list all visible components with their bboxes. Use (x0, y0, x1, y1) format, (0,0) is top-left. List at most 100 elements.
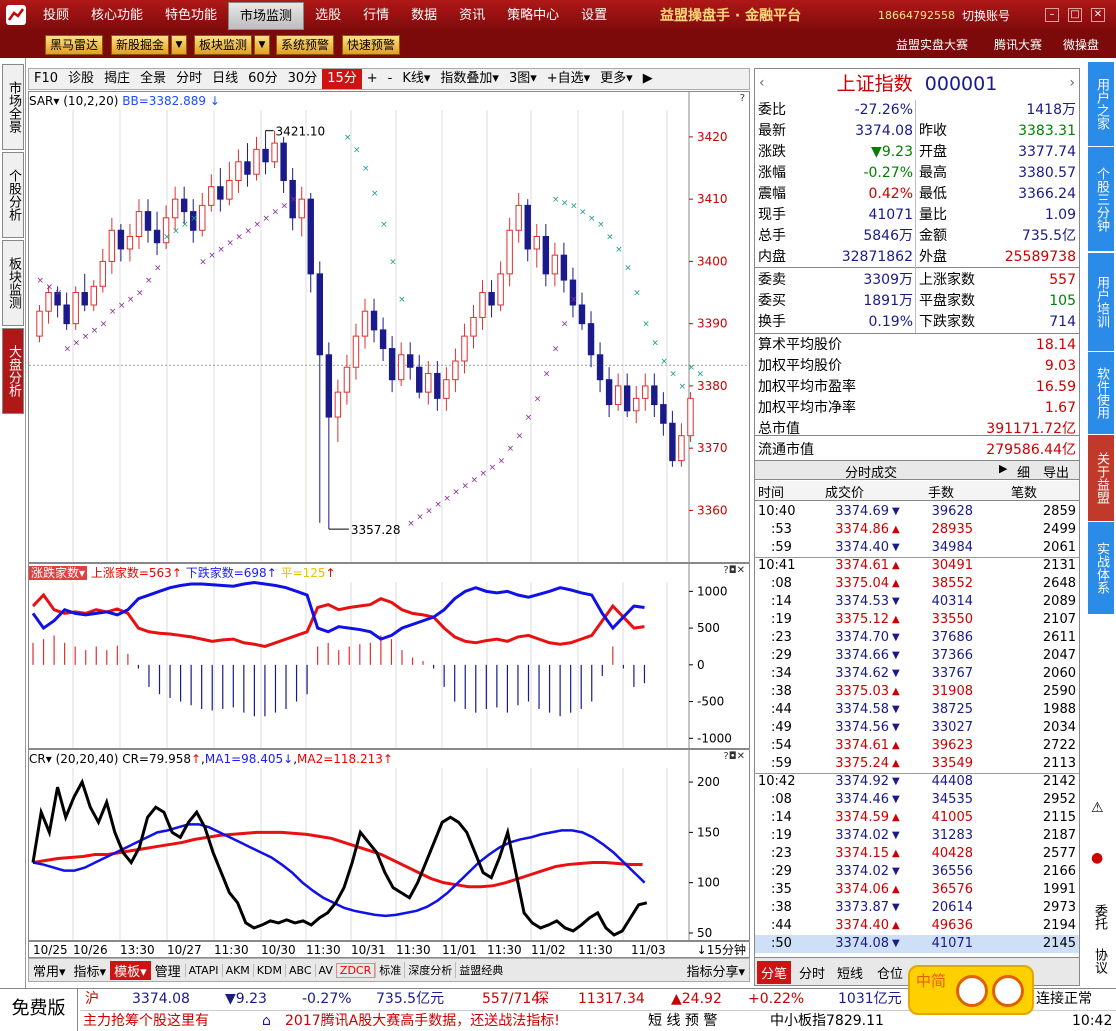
pane-help-icon[interactable]: ? (739, 93, 745, 104)
micro-trade-link[interactable]: 微操盘 (1063, 38, 1100, 52)
tick-list[interactable]: 10:40 3374.69 ▼ 39628 2859:53 3374.86 ▲ 28935 24… (755, 503, 1079, 953)
indicator-share-button[interactable]: 指标分享▾ (686, 964, 745, 980)
ipo-dropdown-icon[interactable]: ▼ (171, 35, 187, 55)
tab-stock-analysis[interactable]: 个股分析 (2, 152, 24, 238)
account-phone[interactable]: 18664792558 (878, 9, 955, 22)
bottom-sub-2[interactable]: KDM (252, 963, 285, 977)
close-icon[interactable]: ✕ (1091, 8, 1105, 22)
chart-tool-15[interactable]: 更多▾ (600, 71, 633, 86)
bottom-sub-3[interactable]: ABC (284, 963, 315, 977)
tick-row[interactable]: 10:41 3374.61 ▲ 30491 2131 (755, 557, 1079, 575)
app-assistant-widget[interactable]: 中简 (908, 965, 1034, 1015)
next-stock-icon[interactable]: › (1069, 75, 1075, 91)
tab-index-analysis[interactable]: 大盘分析 (2, 328, 24, 414)
bottom-sub-4[interactable]: AV (314, 963, 336, 977)
menu-item-4[interactable]: 选股 (315, 8, 342, 23)
right-tab-2[interactable]: 用户培训 (1088, 253, 1114, 351)
period-label[interactable]: ↓15分钟 (696, 943, 746, 957)
switch-account-link[interactable]: 切换账号 (962, 9, 1011, 23)
quick-alert-button[interactable]: 快速预警 (342, 35, 401, 55)
minimize-icon[interactable]: – (1045, 8, 1059, 22)
marquee-text-2[interactable]: 2017腾讯A股大赛高手数据，还送战法指标! (285, 1013, 560, 1029)
right-tab-5[interactable]: 实战体系 (1088, 522, 1114, 614)
bottom-main-2[interactable]: 模板▾ (110, 960, 151, 980)
tick-row[interactable]: :29 3374.02 ▼ 36556 2166 (755, 863, 1079, 881)
protocol-button[interactable]: 协议 (1092, 948, 1107, 974)
home-icon[interactable]: ⌂ (262, 1013, 271, 1029)
tick-row[interactable]: 10:40 3374.69 ▼ 39628 2859 (755, 503, 1079, 521)
chart-tool-2[interactable]: 揭庄 (104, 71, 131, 86)
chart-tool-16[interactable]: ▶ (642, 71, 653, 86)
signal-label[interactable]: 短 线 预 警 (648, 1013, 718, 1029)
right-tab-3[interactable]: 软件使用 (1088, 352, 1114, 434)
ipo-button[interactable]: 新股掘金 (111, 35, 170, 55)
tick-row[interactable]: :14 3374.59 ▲ 41005 2115 (755, 809, 1079, 827)
tick-row[interactable]: :59 3374.40 ▼ 34984 2061 (755, 539, 1079, 557)
chart-tool-8[interactable]: 15分 (322, 69, 362, 89)
order-button[interactable]: 委托 (1092, 904, 1107, 930)
tick-row[interactable]: :59 3375.24 ▲ 33549 2113 (755, 755, 1079, 773)
menu-item-2[interactable]: 特色功能 (165, 8, 218, 23)
tick-row[interactable]: :23 3374.15 ▲ 40428 2577 (755, 845, 1079, 863)
pane-buttons[interactable]: ?◘✕ (723, 565, 745, 576)
maximize-icon[interactable]: □ (1068, 8, 1082, 22)
tab-market-overview[interactable]: 市场全景 (2, 64, 24, 150)
chart-tool-4[interactable]: 分时 (176, 71, 203, 86)
chart-tool-12[interactable]: 指数叠加▾ (440, 71, 499, 86)
chart-tool-11[interactable]: K线▾ (402, 71, 431, 86)
tab-fenbi[interactable]: 分笔 (757, 961, 792, 984)
play-icon[interactable]: ▶ (999, 462, 1008, 475)
tick-row[interactable]: :44 3374.40 ▲ 49636 2194 (755, 917, 1079, 935)
tick-row[interactable]: :54 3374.61 ▲ 39623 2722 (755, 737, 1079, 755)
tick-row[interactable]: :44 3374.58 ▼ 38725 1988 (755, 701, 1079, 719)
pane-buttons[interactable]: ?◘✕ (723, 751, 745, 762)
menu-item-8[interactable]: 策略中心 (507, 8, 560, 23)
kline-pane[interactable]: SAR▾ (10,2,20) BB=3382.889 ↓ ? 3420 3410 3… (28, 91, 750, 563)
tick-row[interactable]: :08 3374.46 ▼ 34535 2952 (755, 791, 1079, 809)
tencent-contest-link[interactable]: 腾讯大赛 (994, 38, 1043, 52)
menu-item-0[interactable]: 投顾 (43, 8, 70, 23)
tick-row[interactable]: :19 3375.12 ▲ 33550 2107 (755, 611, 1079, 629)
tick-row[interactable]: :34 3374.62 ▼ 33767 2060 (755, 665, 1079, 683)
chart-tool-14[interactable]: +自选▾ (546, 71, 591, 86)
bottom-sub-1[interactable]: AKM (221, 963, 253, 977)
menu-item-6[interactable]: 数据 (411, 8, 438, 23)
tick-row[interactable]: :23 3374.70 ▼ 37686 2611 (755, 629, 1079, 647)
tab-duanxian[interactable]: 短线 (837, 967, 864, 982)
menu-item-7[interactable]: 资讯 (459, 8, 486, 23)
bottom-sub-5[interactable]: ZDCR (335, 962, 376, 978)
tab-cangwei[interactable]: 仓位 (877, 967, 904, 982)
chart-tool-13[interactable]: 3图▾ (508, 71, 537, 86)
tick-row[interactable]: :50 3374.08 ▼ 41071 2145 (755, 935, 1079, 953)
updown-indicator-name[interactable]: 涨跌家数▾ (29, 566, 88, 580)
tick-row[interactable]: :53 3374.86 ▲ 28935 2499 (755, 521, 1079, 539)
bottom-main-3[interactable]: 管理 (154, 964, 181, 980)
heima-radar-button[interactable]: 黑马雷达 (45, 35, 104, 55)
menu-item-5[interactable]: 行情 (363, 8, 390, 23)
menu-item-3[interactable]: 市场监测 (228, 2, 305, 30)
bottom-sub-6[interactable]: 标准 (375, 962, 404, 978)
tick-row[interactable]: 10:42 3374.92 ▼ 44408 2142 (755, 773, 1079, 791)
chart-tool-1[interactable]: 诊股 (68, 71, 95, 86)
bottom-sub-8[interactable]: 益盟经典 (455, 962, 506, 978)
tick-row[interactable]: :38 3375.03 ▲ 31908 2590 (755, 683, 1079, 701)
bottom-sub-7[interactable]: 深度分析 (404, 962, 455, 978)
tick-row[interactable]: :29 3374.66 ▼ 37366 2047 (755, 647, 1079, 665)
prev-stock-icon[interactable]: ‹ (759, 75, 765, 91)
alert-icon[interactable]: ⚠ (1091, 800, 1104, 816)
chart-tool-5[interactable]: 日线 (212, 71, 239, 86)
right-tab-4[interactable]: 关于益盟 (1088, 435, 1114, 521)
marquee-text-1[interactable]: 主力抢筹个股这里有 (83, 1013, 209, 1029)
chart-tool-10[interactable]: - (387, 71, 393, 86)
contest-link[interactable]: 益盟实盘大赛 (896, 38, 969, 52)
tick-row[interactable]: :08 3375.04 ▲ 38552 2648 (755, 575, 1079, 593)
sar-name[interactable]: SAR▾ (29, 94, 60, 108)
tick-row[interactable]: :49 3374.56 ▼ 33027 2034 (755, 719, 1079, 737)
qq-icon[interactable]: ● (1091, 850, 1104, 866)
cr-name[interactable]: CR▾ (29, 752, 52, 766)
bottom-sub-0[interactable]: ATAPI (184, 963, 222, 977)
chart-tool-7[interactable]: 30分 (287, 71, 318, 86)
chart-tool-6[interactable]: 60分 (248, 71, 278, 86)
right-tab-0[interactable]: 用户之家 (1088, 62, 1114, 146)
chart-tool-9[interactable]: + (366, 71, 378, 86)
